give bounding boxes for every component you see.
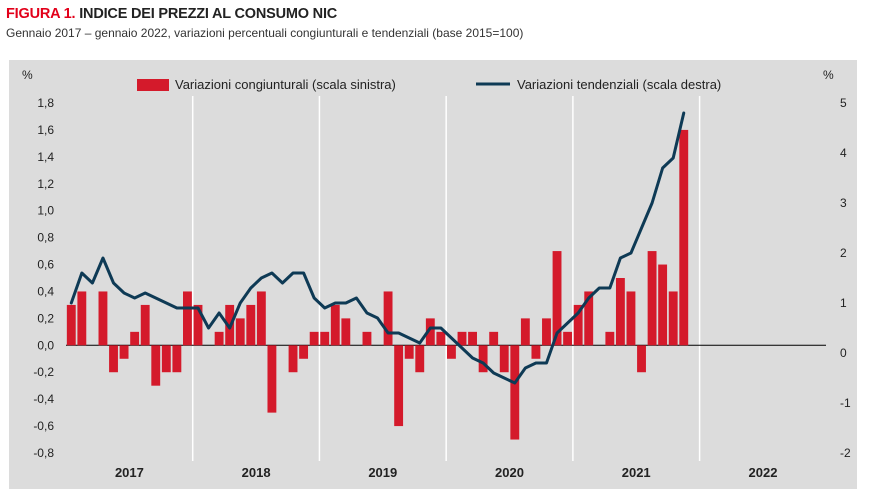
plot-background bbox=[9, 60, 857, 489]
bar bbox=[288, 345, 298, 373]
bar bbox=[151, 345, 161, 386]
bar bbox=[520, 318, 530, 346]
figure-subtitle: Gennaio 2017 – gennaio 2022, variazioni … bbox=[6, 26, 524, 40]
bar bbox=[436, 331, 446, 346]
bar bbox=[119, 345, 129, 359]
x-tick-label: 2018 bbox=[242, 465, 271, 480]
bar bbox=[499, 345, 509, 373]
bar bbox=[404, 345, 414, 359]
bar bbox=[362, 331, 372, 346]
bar bbox=[584, 291, 594, 346]
x-tick-label: 2017 bbox=[115, 465, 144, 480]
bar bbox=[510, 345, 520, 440]
figure-title-text: INDICE DEI PREZZI AL CONSUMO NIC bbox=[79, 6, 338, 22]
bar bbox=[647, 251, 657, 346]
bar bbox=[161, 345, 171, 373]
figure-title: FIGURA 1. INDICE DEI PREZZI AL CONSUMO N… bbox=[6, 6, 337, 22]
bar bbox=[183, 291, 192, 346]
y-right-tick-label: 4 bbox=[840, 146, 847, 160]
bar bbox=[605, 331, 615, 346]
bar bbox=[668, 291, 678, 346]
bar bbox=[299, 345, 309, 359]
bar bbox=[563, 331, 573, 346]
bar bbox=[383, 291, 393, 346]
y-right-tick-label: 1 bbox=[840, 296, 847, 310]
bar bbox=[552, 251, 562, 346]
bar bbox=[394, 345, 404, 427]
legend: Variazioni congiunturali (scala sinistra… bbox=[137, 77, 721, 92]
bar bbox=[573, 304, 583, 346]
bar bbox=[193, 304, 203, 346]
y-right-unit: % bbox=[823, 68, 834, 82]
y-left-tick-label: -0,8 bbox=[33, 446, 54, 460]
y-left-tick-label: 1,4 bbox=[37, 150, 54, 164]
bar bbox=[130, 331, 140, 346]
bar bbox=[415, 345, 425, 373]
bar bbox=[468, 331, 477, 346]
series-line-tendenziali bbox=[69, 111, 686, 385]
x-tick-label: 2021 bbox=[622, 465, 651, 480]
y-left-tick-label: 1,2 bbox=[37, 177, 54, 191]
bar bbox=[66, 304, 76, 346]
y-axis-right: 5 4 3 2 1 0 -1 -2 bbox=[840, 96, 851, 460]
x-axis-years: 2017 2018 2019 2020 2021 2022 bbox=[115, 465, 778, 480]
y-left-tick-label: 1,8 bbox=[37, 96, 54, 110]
bar bbox=[341, 318, 351, 346]
legend-label-congiunturali: Variazioni congiunturali (scala sinistra… bbox=[175, 77, 396, 92]
bar bbox=[256, 291, 266, 346]
bar bbox=[309, 331, 319, 346]
y-right-tick-label: 3 bbox=[840, 196, 847, 210]
legend-swatch-bar bbox=[137, 79, 169, 91]
bar bbox=[172, 345, 182, 373]
bar bbox=[235, 318, 245, 346]
y-left-tick-label: 0,6 bbox=[37, 258, 54, 272]
bar bbox=[267, 345, 277, 413]
y-left-tick-label: 0,2 bbox=[37, 311, 54, 325]
bar bbox=[679, 129, 689, 346]
bar bbox=[457, 331, 467, 346]
bars-series bbox=[66, 129, 689, 440]
y-left-tick-label: 0,8 bbox=[37, 231, 54, 245]
bar bbox=[425, 318, 435, 346]
y-left-unit: % bbox=[22, 68, 33, 82]
x-tick-label: 2020 bbox=[495, 465, 524, 480]
bar bbox=[637, 345, 646, 373]
y-left-tick-label: 0,4 bbox=[37, 285, 54, 299]
y-left-tick-label: 1,6 bbox=[37, 123, 54, 137]
bar bbox=[626, 291, 636, 346]
y-left-tick-label: 1,0 bbox=[37, 204, 54, 218]
bar bbox=[246, 304, 256, 346]
bar bbox=[447, 345, 456, 359]
bar bbox=[542, 318, 551, 346]
bar bbox=[489, 331, 499, 346]
y-left-tick-label: -0,6 bbox=[33, 419, 54, 433]
y-axis-left: 1,8 1,6 1,4 1,2 1,0 0,8 0,6 0,4 0,2 0,0 -0,2 -0,4 -0… bbox=[33, 96, 54, 460]
bar bbox=[77, 291, 87, 346]
y-right-tick-label: 5 bbox=[840, 96, 847, 110]
y-right-tick-label: 0 bbox=[840, 346, 847, 360]
bar bbox=[615, 278, 625, 346]
y-left-tick-label: 0,0 bbox=[37, 338, 54, 352]
y-right-tick-label: -1 bbox=[840, 396, 851, 410]
year-separators bbox=[191, 96, 701, 461]
bar bbox=[658, 264, 668, 346]
y-left-tick-label: -0,2 bbox=[33, 365, 54, 379]
bar bbox=[320, 331, 330, 346]
x-tick-label: 2019 bbox=[368, 465, 397, 480]
bar bbox=[214, 331, 224, 346]
bar bbox=[531, 345, 541, 359]
bar bbox=[140, 304, 150, 346]
y-right-tick-label: -2 bbox=[840, 446, 851, 460]
bar bbox=[478, 345, 488, 373]
bar bbox=[330, 304, 340, 346]
figure-label: FIGURA 1. bbox=[6, 6, 76, 22]
bar bbox=[98, 291, 108, 346]
y-left-tick-label: -0,4 bbox=[33, 392, 54, 406]
y-right-tick-label: 2 bbox=[840, 246, 847, 260]
bar bbox=[109, 345, 118, 373]
legend-label-tendenziali: Variazioni tendenziali (scala destra) bbox=[517, 77, 721, 92]
x-tick-label: 2022 bbox=[749, 465, 778, 480]
